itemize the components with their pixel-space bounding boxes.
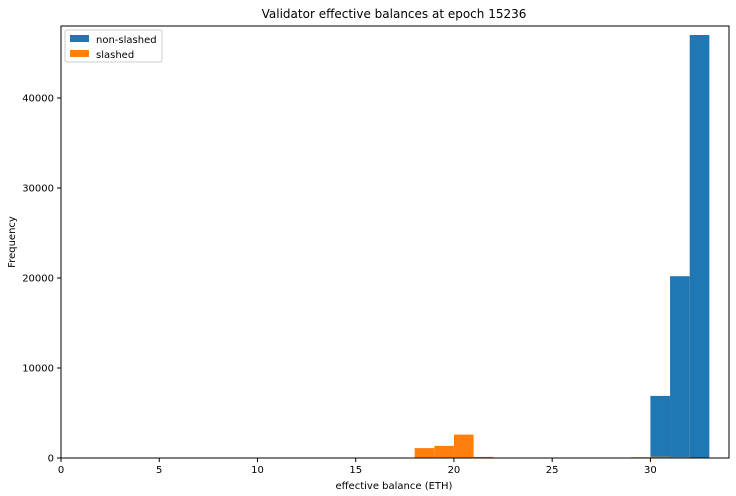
x-tick-label-6: 30 xyxy=(644,465,657,476)
legend: non-slashed slashed xyxy=(64,29,163,63)
x-tick-label-4: 20 xyxy=(448,465,461,476)
legend-label-non-slashed: non-slashed xyxy=(96,35,157,46)
slashed-bar-2 xyxy=(453,434,474,458)
non-slashed-bar-2 xyxy=(670,276,690,458)
slashed-bar-5 xyxy=(650,456,671,458)
y-axis-label: Frequency xyxy=(7,216,18,268)
y-tick-label-2: 20000 xyxy=(22,274,54,285)
axes-group xyxy=(60,25,730,459)
chart-title: Validator effective balances at epoch 15… xyxy=(262,7,527,21)
x-tick-label-0: 0 xyxy=(58,465,64,476)
y-ticks: 0 10000 20000 30000 40000 xyxy=(22,94,61,465)
legend-swatch-slashed xyxy=(70,50,89,57)
y-tick-label-4: 40000 xyxy=(22,94,54,105)
slashed-bar-3 xyxy=(473,456,494,458)
plot-frame xyxy=(60,25,730,459)
non-slashed-bar-3 xyxy=(689,35,710,458)
y-tick-label-3: 30000 xyxy=(22,184,54,195)
bars-group xyxy=(414,35,710,458)
slashed-bar-1 xyxy=(434,445,454,458)
legend-label-slashed: slashed xyxy=(96,50,134,61)
legend-swatch-non-slashed xyxy=(70,35,89,42)
y-tick-label-1: 10000 xyxy=(22,364,54,375)
x-axis-label: effective balance (ETH) xyxy=(336,481,453,492)
x-tick-label-1: 5 xyxy=(156,465,162,476)
y-tick-label-0: 0 xyxy=(48,454,54,465)
x-tick-label-5: 25 xyxy=(546,465,559,476)
x-ticks: 0 5 10 15 20 25 30 xyxy=(58,458,657,476)
non-slashed-bar-1 xyxy=(650,395,671,458)
slashed-bar-6 xyxy=(670,456,690,458)
x-tick-label-3: 15 xyxy=(349,465,362,476)
x-tick-label-2: 10 xyxy=(251,465,264,476)
slashed-bar-0 xyxy=(414,448,435,458)
legend-box xyxy=(64,29,163,63)
